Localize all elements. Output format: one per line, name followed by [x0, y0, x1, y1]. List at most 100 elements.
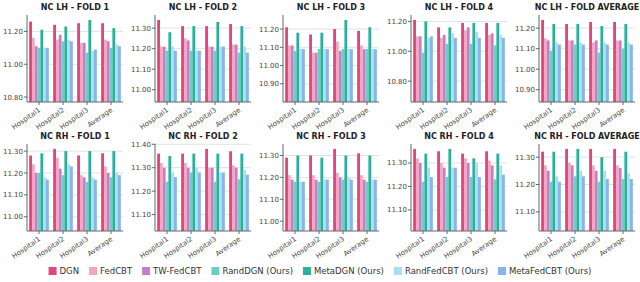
legend: DGNFedCBTTW-FedCBTRandDGN (Ours)MetaDGN … — [49, 266, 592, 276]
bar — [565, 149, 568, 231]
bar — [29, 22, 32, 102]
bar — [446, 177, 449, 231]
bar — [427, 168, 430, 231]
bar — [192, 26, 195, 102]
bars — [285, 20, 377, 102]
bar — [541, 152, 544, 231]
x-tick-label: Average — [598, 106, 626, 129]
legend-swatch — [394, 267, 402, 275]
bar — [107, 173, 110, 231]
bar — [552, 24, 555, 102]
x-tick — [87, 231, 88, 234]
y-axis-line — [27, 144, 28, 231]
bar — [240, 154, 243, 231]
bar — [190, 172, 193, 231]
bar — [46, 180, 49, 231]
bar — [603, 42, 606, 102]
bar — [315, 180, 318, 231]
x-tick — [447, 231, 448, 234]
bar — [40, 153, 43, 231]
bar — [622, 49, 625, 102]
subplot: NC RH - FOLD 311.0011.1011.2011.30Hospit… — [259, 132, 379, 282]
bar — [472, 23, 475, 102]
bar — [416, 36, 419, 102]
bar — [475, 163, 478, 231]
bar — [624, 152, 627, 231]
x-tick — [111, 231, 112, 234]
bar — [214, 182, 217, 231]
bar — [232, 165, 235, 231]
bar — [547, 40, 550, 102]
bar — [592, 165, 595, 231]
bar — [32, 164, 35, 231]
bar — [339, 51, 342, 102]
subplot: NC LH - FOLD AVERAGE10.9011.0011.1011.20… — [515, 3, 639, 282]
bar — [430, 36, 433, 102]
bar — [38, 173, 41, 231]
x-tick-label: Average — [342, 106, 370, 129]
bar — [430, 177, 433, 231]
bar — [579, 171, 582, 231]
bar — [326, 180, 329, 231]
bar — [502, 175, 505, 231]
bar — [360, 175, 363, 231]
bar — [112, 28, 115, 102]
bar — [499, 165, 502, 231]
x-tick-label: Hospital3 — [443, 235, 475, 260]
bar — [627, 174, 630, 231]
subplot: NC RH - FOLD AVERAGE11.1011.2011.30Hospi… — [515, 132, 640, 282]
bar — [496, 154, 499, 231]
bar — [454, 38, 457, 102]
bar — [77, 23, 80, 102]
bar — [419, 36, 422, 102]
bar — [422, 182, 425, 231]
bar — [38, 48, 41, 102]
bar — [448, 149, 451, 231]
bar — [246, 53, 249, 102]
subplot: NC RH - FOLD 211.1011.2011.3011.40Hospit… — [131, 132, 251, 282]
bar — [235, 45, 238, 102]
x-axis-line — [539, 102, 635, 103]
bar — [94, 180, 97, 231]
x-tick — [471, 231, 472, 234]
x-tick — [319, 102, 320, 105]
bar — [83, 43, 86, 102]
x-tick-label: Hospital3 — [315, 235, 347, 260]
y-tick-label: 11.00 — [259, 218, 279, 226]
bar — [451, 168, 454, 231]
y-tick-label: 10.90 — [259, 80, 279, 88]
bar — [285, 158, 288, 231]
bar — [574, 176, 577, 231]
bar — [326, 49, 329, 102]
bar — [70, 41, 73, 102]
bar — [309, 155, 312, 231]
legend-item: FedCBT — [89, 266, 133, 276]
x-tick — [623, 231, 624, 234]
bar — [67, 164, 70, 231]
bar — [112, 151, 115, 231]
bar — [309, 35, 312, 102]
bar — [592, 42, 595, 102]
y-tick-label: 11.00 — [259, 62, 279, 70]
y-tick-label: 10.80 — [3, 94, 23, 102]
x-tick — [191, 102, 192, 105]
bar — [83, 177, 86, 231]
x-tick — [191, 231, 192, 234]
bar — [491, 33, 494, 102]
subplot-title: NC LH - FOLD 1 — [41, 3, 110, 12]
bar — [187, 40, 190, 102]
x-axis-line — [411, 231, 507, 232]
y-axis-line — [411, 15, 412, 102]
bar — [86, 53, 89, 102]
bar — [198, 51, 201, 102]
bar — [86, 182, 89, 231]
bar — [494, 45, 497, 102]
bar — [448, 27, 451, 102]
x-tick — [63, 102, 64, 105]
bar — [302, 182, 305, 231]
bar — [347, 177, 350, 231]
bar — [240, 26, 243, 102]
x-tick — [551, 231, 552, 234]
bar — [288, 45, 291, 102]
y-axis-line — [539, 15, 540, 102]
